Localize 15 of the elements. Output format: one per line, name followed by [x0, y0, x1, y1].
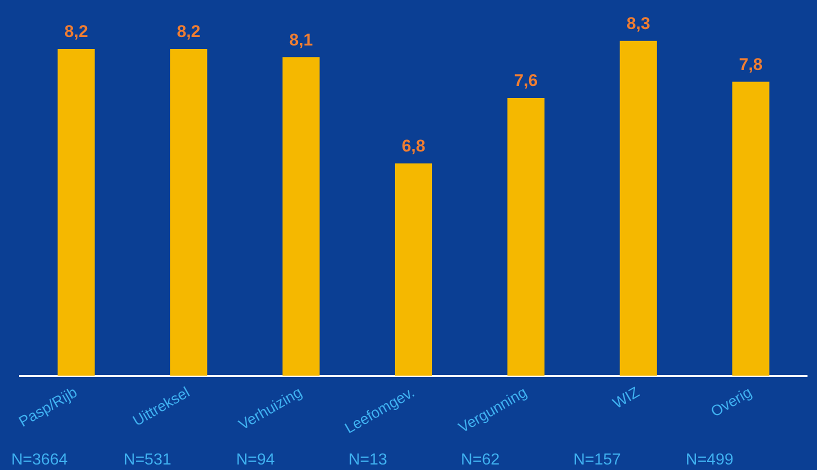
data-label: 8,2: [64, 22, 88, 42]
text: N=499: [686, 451, 734, 468]
text: N=531: [124, 451, 172, 468]
text: N=157: [573, 451, 622, 468]
text: N=62: [460, 451, 500, 468]
data-label: 8,1: [289, 30, 313, 50]
data-label: 6,8: [402, 136, 426, 156]
data-label: 7,8: [738, 54, 763, 74]
text: N=94: [236, 451, 275, 468]
text: N=3664: [11, 451, 68, 468]
text: N=13: [348, 451, 388, 468]
data-label: 7,6: [514, 71, 538, 90]
data-label: 8,3: [626, 14, 650, 34]
data-label: 8,2: [176, 22, 200, 42]
x-tick-label: WIZ: [610, 384, 642, 412]
